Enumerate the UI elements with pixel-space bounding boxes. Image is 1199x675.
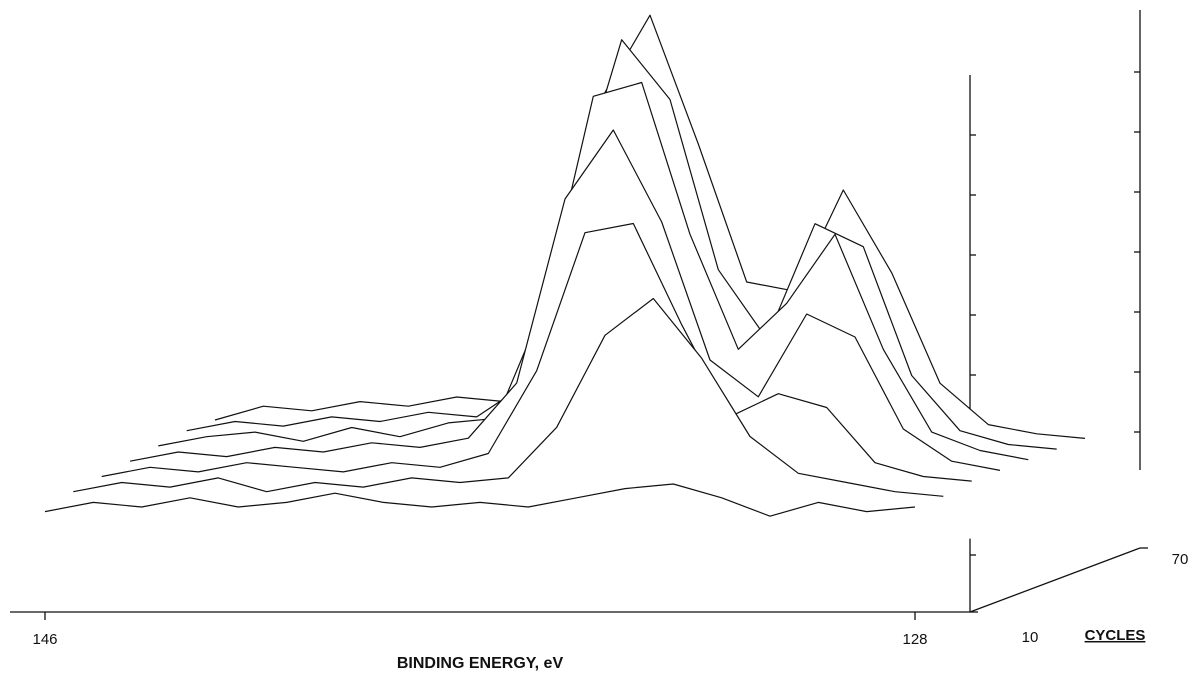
z-axis [969,547,1141,613]
trace-line [129,129,1001,471]
y-axis-ticks [970,71,1140,556]
trace-line [158,81,1029,461]
trace-line [44,483,916,517]
x-tick-label: 128 [902,631,927,648]
z-axis-label: CYCLES [1085,627,1146,644]
z-tick-label: 10 [1022,629,1039,646]
x-tick-label: 146 [32,631,57,648]
trace-line [73,297,944,497]
trace-fill [73,298,944,550]
trace-line [186,39,1057,450]
trace-fill [45,484,915,560]
trace-line [101,222,972,482]
x-axis-label: BINDING ENERGY, eV [397,655,564,672]
trace-line [214,14,1086,439]
z-tick-label: 70 [1172,551,1189,568]
